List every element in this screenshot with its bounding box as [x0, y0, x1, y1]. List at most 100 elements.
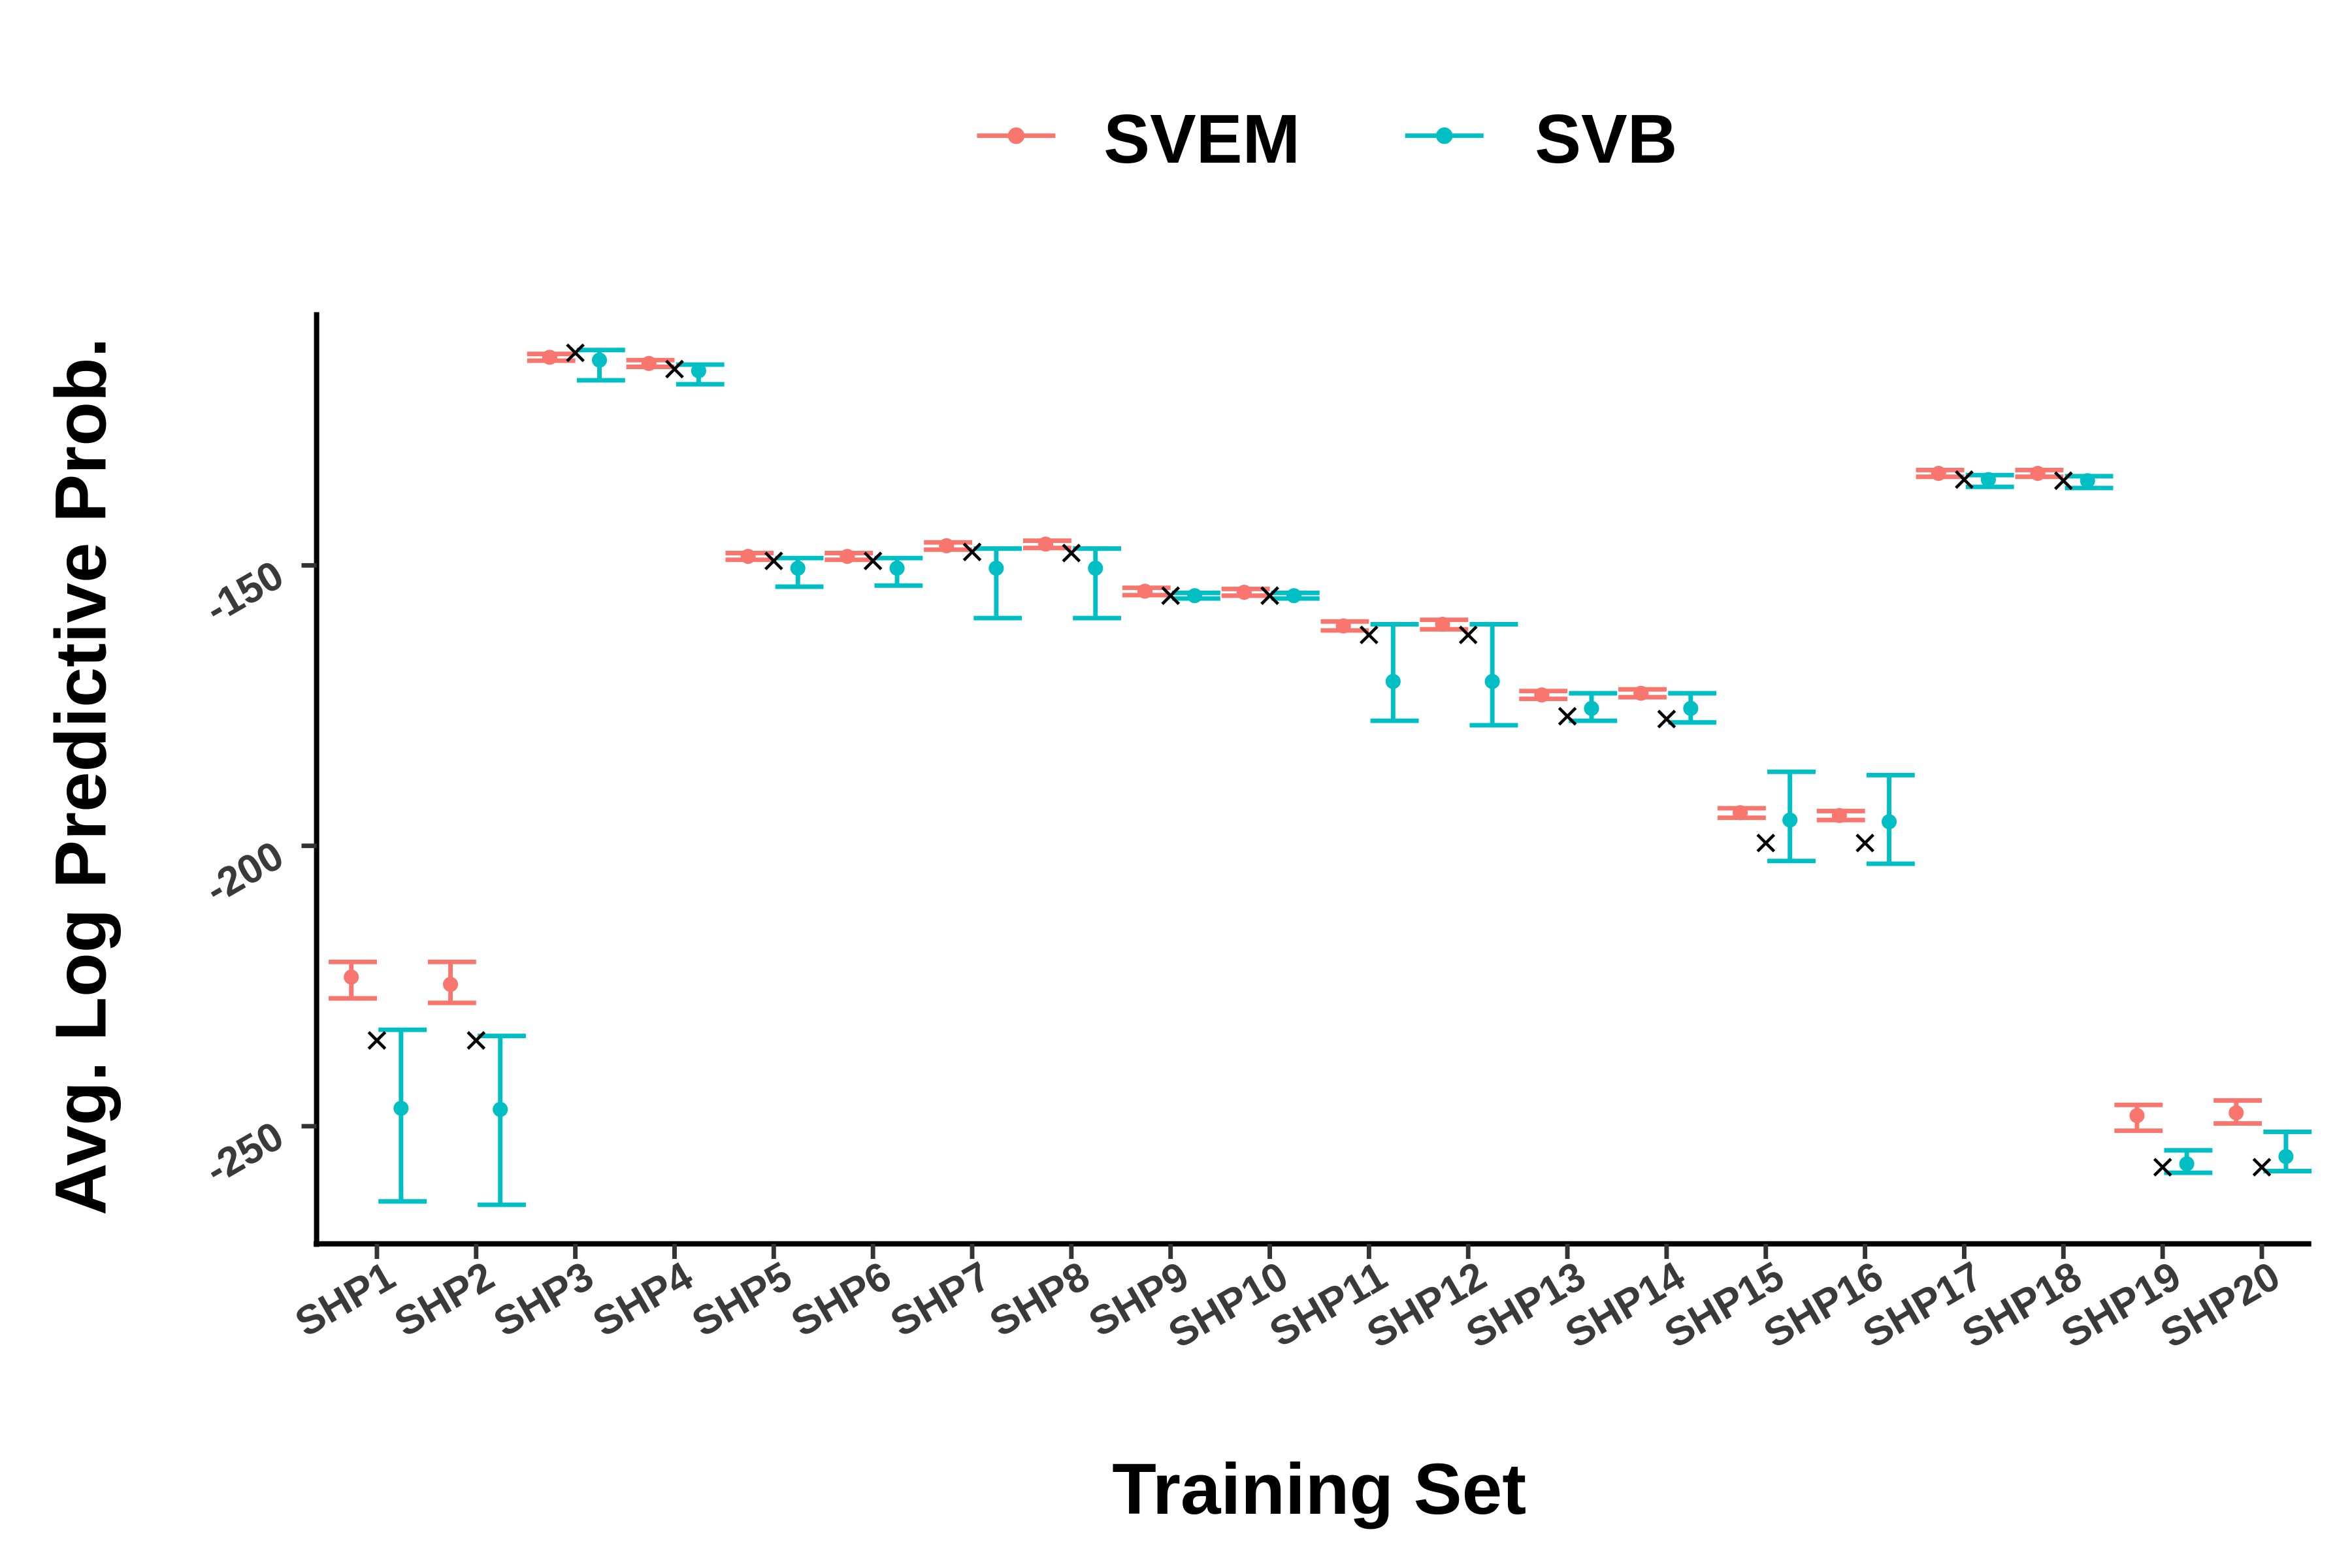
x-marker-stroke: [665, 359, 684, 379]
svem-mean-point: [1335, 618, 1351, 634]
reference-x-marker: [566, 343, 585, 363]
svem-pointrange-shp12: [1420, 616, 1469, 632]
svem-mean-point: [1733, 805, 1748, 821]
reference-x-marker: [1360, 625, 1379, 645]
svb-mean-point: [1484, 674, 1500, 689]
reference-x-marker: [1756, 833, 1776, 853]
svb-mean-point: [1683, 700, 1699, 716]
svb-pointrange-shp11: [1370, 622, 1419, 723]
x-marker-stroke: [566, 343, 585, 363]
svb-mean-point: [790, 561, 806, 576]
svb-mean-point: [1782, 812, 1798, 828]
svb-pointrange-shp2: [478, 1034, 526, 1207]
y-axis-title: Avg. Log Predictive Prob.: [41, 338, 122, 1216]
svem-mean-point: [2229, 1105, 2244, 1120]
svb-mean-point: [393, 1100, 409, 1116]
y-tick-label: -150: [198, 552, 291, 632]
svem-mean-point: [1137, 583, 1152, 599]
reference-x-marker: [2053, 471, 2073, 491]
reference-x-marker: [1855, 833, 1874, 853]
x-axis-title: Training Set: [1112, 1449, 1526, 1529]
svem-mean-point: [2030, 466, 2046, 482]
legend-label-svb: SVB: [1535, 101, 1677, 178]
x-tick-label: SHP5: [685, 1254, 799, 1346]
svb-mean-point: [592, 352, 608, 368]
svb-pointrange-shp15: [1767, 769, 1816, 864]
x-marker-stroke: [367, 1031, 387, 1050]
svb-mean-point: [1088, 561, 1103, 576]
legend: SVEM SVB: [977, 101, 1677, 178]
svem-mean-point: [840, 549, 855, 564]
svb-mean-point: [889, 561, 905, 576]
x-marker-stroke: [2053, 471, 2073, 491]
x-marker-stroke: [1855, 833, 1874, 853]
svb-mean-point: [691, 363, 706, 379]
svb-pointrange-shp19: [2164, 1148, 2213, 1175]
reference-x-marker: [466, 1031, 486, 1050]
svb-mean-point: [2080, 473, 2095, 489]
svem-pointrange-shp15: [1717, 805, 1766, 821]
svem-mean-point: [1534, 687, 1550, 703]
reference-x-marker: [1558, 706, 1577, 726]
svem-mean-point: [641, 355, 657, 371]
reference-x-marker: [1062, 544, 1081, 563]
reference-x-marker: [764, 551, 783, 570]
x-tick-label: SHP8: [983, 1254, 1097, 1346]
svb-pointrange-shp5: [775, 555, 824, 589]
x-tick-label: SHP1: [288, 1254, 402, 1346]
svem-pointrange-shp6: [825, 549, 874, 564]
svb-pointrange-shp17: [1965, 472, 2014, 489]
svem-pointrange-shp5: [725, 549, 774, 564]
x-marker-stroke: [1260, 586, 1279, 606]
svb-mean-point: [1882, 814, 1897, 830]
y-ticks: -150 -200 -250: [198, 552, 317, 1193]
x-tick-label: SHP2: [387, 1254, 502, 1346]
svb-pointrange-shp3: [576, 348, 625, 383]
svem-pointrange-shp20: [2213, 1098, 2262, 1126]
svb-mean-point: [1187, 588, 1203, 604]
svb-pointrange-shp8: [1073, 546, 1121, 621]
x-tick-label: SHP4: [585, 1253, 700, 1345]
svem-mean-point: [1038, 536, 1054, 552]
x-marker-stroke: [1657, 710, 1676, 728]
svem-pointrange-shp14: [1618, 685, 1667, 701]
svem-pointrange-shp3: [527, 350, 576, 365]
reference-x-marker: [665, 359, 684, 379]
svb-mean-point: [2278, 1149, 2294, 1164]
legend-marker-svb: [1436, 127, 1453, 144]
x-marker-stroke: [962, 542, 982, 562]
x-tick-label: SHP7: [883, 1254, 998, 1346]
plot-marks: [329, 343, 2312, 1207]
svem-mean-point: [740, 549, 756, 564]
svb-pointrange-shp14: [1668, 691, 1717, 725]
svb-pointrange-shp4: [676, 362, 725, 387]
svb-mean-point: [988, 561, 1004, 576]
svb-pointrange-shp13: [1569, 691, 1618, 723]
svem-mean-point: [939, 538, 955, 553]
svb-mean-point: [1385, 674, 1401, 689]
reference-x-marker: [1161, 586, 1181, 606]
legend-marker-svem: [1007, 127, 1025, 144]
svem-mean-point: [1633, 685, 1649, 701]
x-ticks: SHP1SHP2SHP3SHP4SHP5SHP6SHP7SHP8SHP9SHP1…: [288, 1243, 2287, 1357]
svb-mean-point: [1980, 472, 1996, 487]
svb-pointrange-shp10: [1271, 588, 1320, 604]
x-marker-stroke: [764, 551, 783, 570]
x-marker-stroke: [1161, 586, 1181, 606]
svem-mean-point: [1435, 616, 1450, 632]
svb-mean-point: [493, 1102, 508, 1117]
reference-x-marker: [367, 1031, 387, 1050]
svb-mean-point: [1584, 700, 1599, 716]
svb-pointrange-shp20: [2263, 1129, 2312, 1173]
svem-pointrange-shp1: [329, 959, 377, 1001]
y-tick-label: -200: [198, 833, 291, 913]
svem-pointrange-shp8: [1022, 536, 1071, 552]
svb-pointrange-shp1: [378, 1027, 427, 1204]
svem-mean-point: [1931, 466, 1946, 482]
svb-pointrange-shp16: [1866, 772, 1915, 866]
svb-pointrange-shp9: [1172, 588, 1220, 604]
y-tick-label: -250: [198, 1113, 291, 1193]
legend-label-svem: SVEM: [1103, 101, 1300, 178]
